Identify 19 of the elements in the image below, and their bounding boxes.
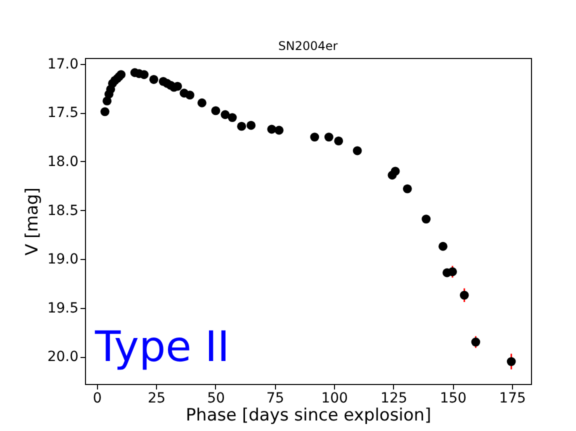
- x-tick-label: 125: [380, 390, 408, 406]
- x-tick-label: 50: [207, 390, 225, 406]
- chart-title: SN2004er: [278, 38, 338, 53]
- x-tick-label: 150: [440, 390, 467, 406]
- y-axis-title: V [mag]: [22, 187, 42, 256]
- x-tick-label: 175: [499, 390, 526, 406]
- x-axis-title: Phase [days since explosion]: [186, 406, 432, 426]
- x-tick-label: 25: [148, 390, 166, 406]
- x-tick-label: 0: [92, 390, 102, 406]
- annotation: Type II: [94, 322, 230, 371]
- y-tick-label: 17.0: [47, 56, 78, 72]
- y-tick-label: 19.5: [47, 300, 78, 316]
- y-tick-label: 20.0: [47, 349, 78, 366]
- x-tick-label: 75: [266, 390, 284, 406]
- y-tick-label: 18.5: [47, 202, 78, 219]
- y-tick-label: 18.0: [47, 154, 78, 170]
- y-tick-label: 19.0: [47, 252, 78, 268]
- y-tick-label: 17.5: [47, 105, 78, 122]
- x-tick-label: 100: [321, 390, 348, 406]
